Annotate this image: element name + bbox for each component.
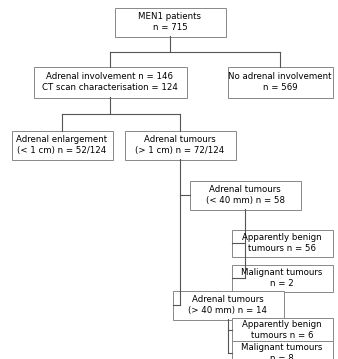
- Text: No adrenal involvement
n = 569: No adrenal involvement n = 569: [228, 72, 332, 92]
- FancyBboxPatch shape: [227, 66, 333, 98]
- FancyBboxPatch shape: [232, 229, 333, 256]
- FancyBboxPatch shape: [232, 340, 333, 359]
- FancyBboxPatch shape: [33, 66, 187, 98]
- Text: Adrenal enlargement
(< 1 cm) n = 52/124: Adrenal enlargement (< 1 cm) n = 52/124: [17, 135, 107, 155]
- FancyBboxPatch shape: [232, 265, 333, 292]
- FancyBboxPatch shape: [232, 317, 333, 342]
- FancyBboxPatch shape: [115, 8, 225, 37]
- Text: Apparently benign
tumours n = 56: Apparently benign tumours n = 56: [242, 233, 322, 253]
- Text: Adrenal tumours
(< 40 mm) n = 58: Adrenal tumours (< 40 mm) n = 58: [206, 185, 285, 205]
- Text: Adrenal involvement n = 146
CT scan characterisation = 124: Adrenal involvement n = 146 CT scan char…: [42, 72, 178, 92]
- FancyBboxPatch shape: [124, 131, 236, 159]
- Text: Malignant tumours
n = 2: Malignant tumours n = 2: [241, 268, 323, 288]
- Text: Adrenal tumours
(> 40 mm) n = 14: Adrenal tumours (> 40 mm) n = 14: [189, 295, 267, 315]
- Text: Apparently benign
tumours n = 6: Apparently benign tumours n = 6: [242, 320, 322, 340]
- Text: Malignant tumours
n = 8: Malignant tumours n = 8: [241, 343, 323, 359]
- Text: Adrenal tumours
(> 1 cm) n = 72/124: Adrenal tumours (> 1 cm) n = 72/124: [136, 135, 225, 155]
- FancyBboxPatch shape: [172, 290, 284, 320]
- FancyBboxPatch shape: [190, 181, 300, 210]
- Text: MEN1 patients
n = 715: MEN1 patients n = 715: [139, 12, 201, 32]
- FancyBboxPatch shape: [11, 131, 113, 159]
